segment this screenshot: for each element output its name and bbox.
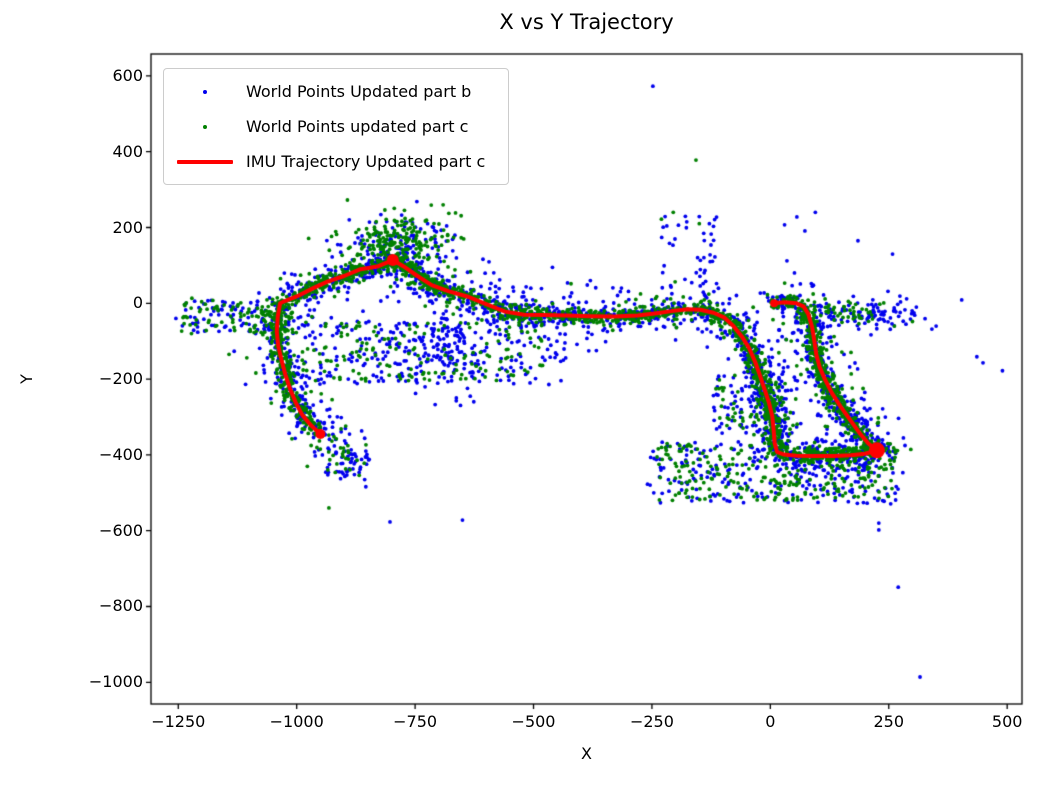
y-tick-label: 400 [112,141,143,161]
x-tick-label: −500 [511,712,556,731]
legend-label: IMU Trajectory Updated part c [246,152,486,171]
x-axis-label: X [581,744,592,763]
y-tick-label: 0 [132,293,143,313]
y-tick-label: 600 [112,65,143,85]
y-tick-label: −600 [99,520,143,540]
x-tick-label: 250 [873,712,905,731]
y-tick-label: −1000 [88,672,143,692]
red-line-marker-icon [164,159,246,164]
legend-entry-world-points-b: World Points Updated part b [164,75,508,108]
legend-entry-imu-trajectory: IMU Trajectory Updated part c [164,145,508,178]
x-tick-label: −750 [393,712,438,731]
y-tick-label: 200 [112,217,143,237]
x-tick-label: 500 [991,712,1023,731]
legend-label: World Points Updated part b [246,82,472,101]
y-tick-label: −200 [99,369,143,389]
x-tick-label: −250 [629,712,674,731]
x-tick-label: −1250 [151,712,206,731]
legend-entry-world-points-c: World Points updated part c [164,110,508,143]
y-axis-label: Y [17,374,36,384]
x-tick-label: −1000 [269,712,324,731]
y-tick-label: −400 [99,444,143,464]
legend: World Points Updated part b World Points… [163,68,509,185]
legend-label: World Points updated part c [246,117,469,136]
green-dot-marker-icon [164,124,246,129]
blue-dot-marker-icon [164,89,246,94]
chart-title: X vs Y Trajectory [499,10,674,34]
x-tick-label: 0 [765,712,776,731]
y-tick-label: −800 [99,596,143,616]
